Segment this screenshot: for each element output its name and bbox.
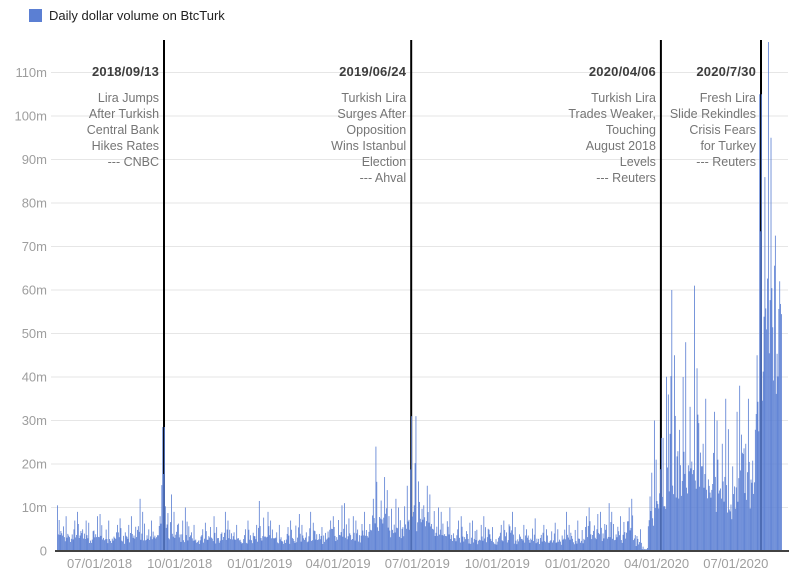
legend-label: Daily dollar volume on BtcTurk xyxy=(49,8,225,23)
y-tick-label: 60m xyxy=(22,283,47,298)
x-tick-label: 04/01/2020 xyxy=(624,556,689,571)
y-tick-label: 50m xyxy=(22,326,47,341)
y-tick-label: 20m xyxy=(22,457,47,472)
y-tick-label: 100m xyxy=(14,109,47,124)
y-tick-label: 10m xyxy=(22,500,47,515)
x-tick-label: 10/01/2019 xyxy=(465,556,530,571)
y-tick-label: 80m xyxy=(22,196,47,211)
x-tick-label: 10/01/2018 xyxy=(147,556,212,571)
y-tick-label: 0 xyxy=(40,544,47,559)
x-tick-label: 01/01/2020 xyxy=(545,556,610,571)
x-tick-label: 07/01/2020 xyxy=(703,556,768,571)
x-tick-label: 07/01/2018 xyxy=(67,556,132,571)
y-tick-label: 40m xyxy=(22,370,47,385)
x-tick-label: 04/01/2019 xyxy=(306,556,371,571)
volume-bars[interactable] xyxy=(57,42,782,552)
y-tick-label: 90m xyxy=(22,152,47,167)
x-tick-label: 07/01/2019 xyxy=(385,556,450,571)
chart-legend: Daily dollar volume on BtcTurk xyxy=(29,8,225,23)
legend-color-swatch xyxy=(29,9,42,22)
y-tick-label: 30m xyxy=(22,413,47,428)
x-tick-label: 01/01/2019 xyxy=(227,556,292,571)
y-tick-label: 110m xyxy=(15,65,47,80)
y-tick-label: 70m xyxy=(22,239,47,254)
